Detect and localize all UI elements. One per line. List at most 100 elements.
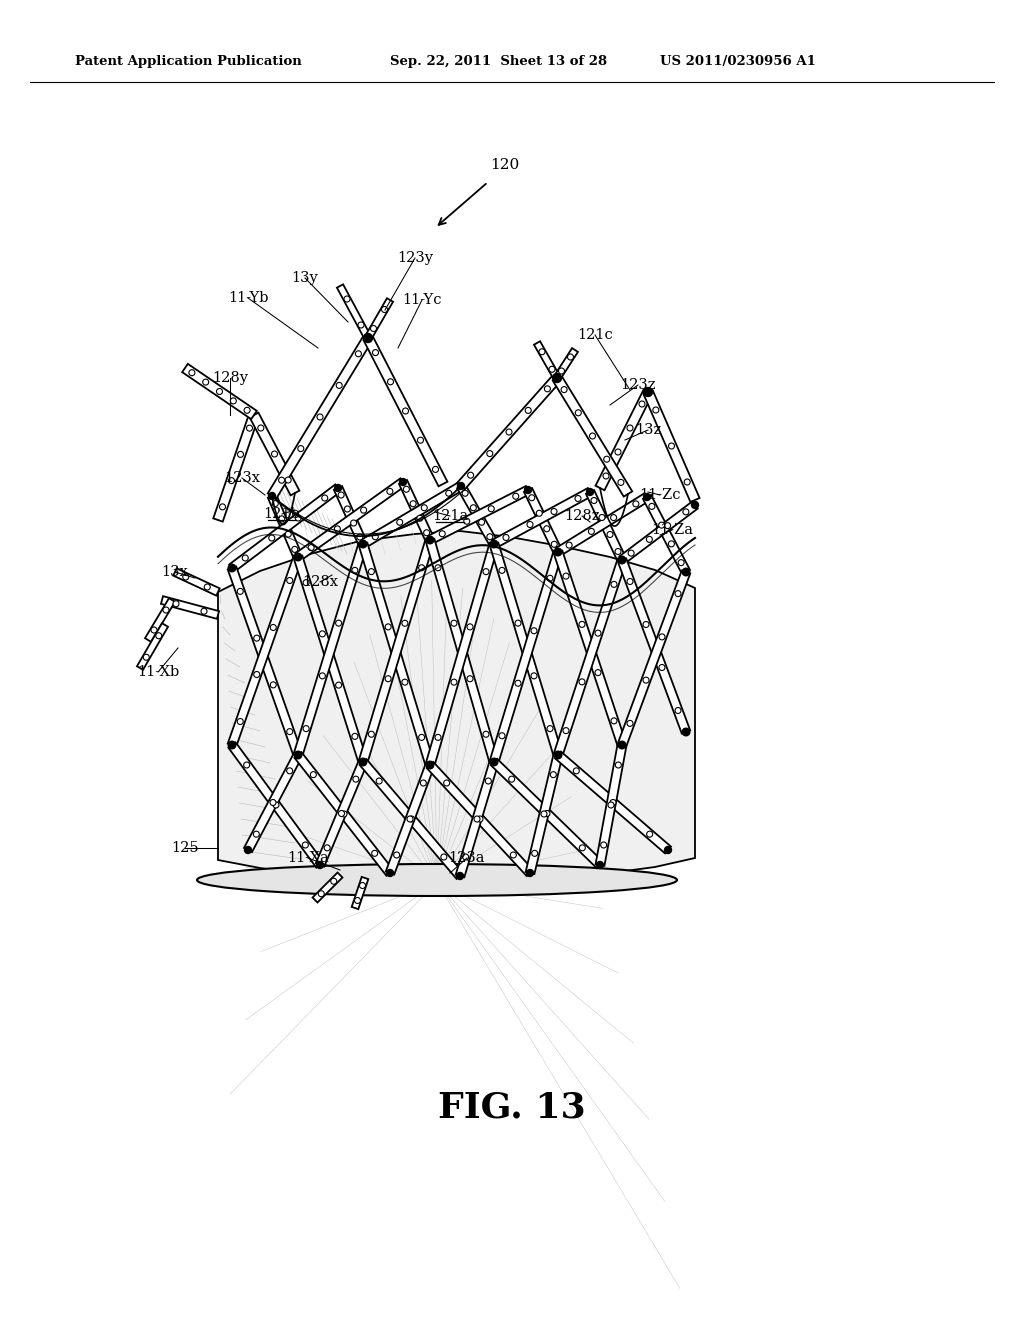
Circle shape: [665, 523, 671, 528]
Circle shape: [271, 451, 278, 457]
Circle shape: [550, 772, 556, 777]
Circle shape: [336, 383, 342, 388]
Circle shape: [353, 776, 358, 783]
Circle shape: [464, 519, 470, 524]
Circle shape: [580, 845, 586, 851]
Circle shape: [659, 664, 665, 671]
Circle shape: [432, 466, 438, 473]
Polygon shape: [334, 486, 368, 546]
Circle shape: [204, 583, 210, 590]
Circle shape: [399, 479, 407, 486]
Circle shape: [451, 678, 457, 685]
Circle shape: [335, 525, 340, 532]
Circle shape: [279, 478, 285, 483]
Polygon shape: [525, 754, 562, 874]
Circle shape: [402, 408, 409, 414]
Circle shape: [525, 408, 531, 413]
Circle shape: [182, 574, 188, 579]
Circle shape: [627, 721, 633, 726]
Circle shape: [675, 708, 681, 714]
Circle shape: [483, 731, 489, 738]
Circle shape: [597, 862, 603, 869]
Polygon shape: [244, 752, 302, 853]
Circle shape: [633, 500, 639, 507]
Circle shape: [336, 682, 342, 688]
Circle shape: [618, 556, 626, 564]
Polygon shape: [492, 488, 592, 548]
Circle shape: [403, 486, 410, 492]
Circle shape: [409, 816, 415, 822]
Polygon shape: [554, 348, 578, 380]
Circle shape: [247, 425, 253, 432]
Circle shape: [554, 548, 562, 556]
Circle shape: [611, 718, 617, 723]
Circle shape: [270, 624, 276, 631]
Circle shape: [156, 632, 162, 639]
Text: 121c: 121c: [578, 327, 613, 342]
Polygon shape: [643, 495, 690, 574]
Circle shape: [419, 565, 425, 570]
Circle shape: [441, 854, 446, 861]
Circle shape: [467, 676, 473, 681]
Circle shape: [294, 751, 302, 759]
Circle shape: [268, 535, 274, 541]
Circle shape: [286, 531, 291, 537]
Circle shape: [643, 622, 649, 627]
Polygon shape: [617, 570, 690, 747]
Text: FIG. 13: FIG. 13: [438, 1092, 586, 1125]
Circle shape: [561, 387, 567, 392]
Circle shape: [458, 483, 465, 490]
Polygon shape: [267, 335, 373, 499]
Circle shape: [524, 487, 531, 494]
Circle shape: [515, 620, 521, 626]
Circle shape: [439, 531, 445, 537]
Circle shape: [590, 433, 596, 440]
Polygon shape: [586, 490, 626, 562]
Circle shape: [354, 898, 360, 903]
Text: US 2011/0230956 A1: US 2011/0230956 A1: [660, 55, 816, 69]
Circle shape: [615, 549, 621, 554]
Circle shape: [553, 374, 561, 383]
Circle shape: [228, 742, 236, 748]
Circle shape: [279, 516, 285, 521]
Polygon shape: [534, 342, 560, 380]
Circle shape: [201, 609, 207, 614]
Circle shape: [294, 553, 302, 561]
Circle shape: [310, 772, 316, 777]
Circle shape: [445, 490, 452, 496]
Text: Sep. 22, 2011  Sheet 13 of 28: Sep. 22, 2011 Sheet 13 of 28: [390, 55, 607, 69]
Polygon shape: [295, 478, 406, 561]
Circle shape: [393, 851, 399, 858]
Text: 123a: 123a: [449, 851, 485, 865]
Circle shape: [595, 630, 601, 636]
Circle shape: [244, 408, 250, 413]
Polygon shape: [620, 502, 697, 564]
Text: 128z: 128z: [564, 510, 600, 523]
Circle shape: [325, 845, 330, 851]
Circle shape: [628, 550, 634, 556]
Circle shape: [531, 850, 538, 857]
Circle shape: [539, 348, 545, 355]
Text: 123z: 123z: [621, 378, 655, 392]
Text: 13z: 13z: [635, 422, 662, 437]
Circle shape: [319, 673, 326, 678]
Circle shape: [669, 444, 675, 449]
Circle shape: [386, 870, 393, 876]
Circle shape: [567, 354, 573, 360]
Circle shape: [360, 507, 367, 513]
Ellipse shape: [197, 865, 677, 896]
Circle shape: [627, 578, 633, 585]
Circle shape: [385, 676, 391, 681]
Circle shape: [478, 519, 484, 525]
Text: 120: 120: [490, 158, 519, 172]
Circle shape: [344, 296, 350, 302]
Circle shape: [295, 515, 301, 521]
Circle shape: [355, 351, 361, 356]
Circle shape: [510, 851, 516, 858]
Polygon shape: [358, 543, 434, 767]
Circle shape: [238, 718, 244, 725]
Circle shape: [566, 543, 572, 548]
Text: 11-Yc: 11-Yc: [402, 293, 441, 308]
Circle shape: [364, 334, 373, 342]
Circle shape: [359, 883, 366, 888]
